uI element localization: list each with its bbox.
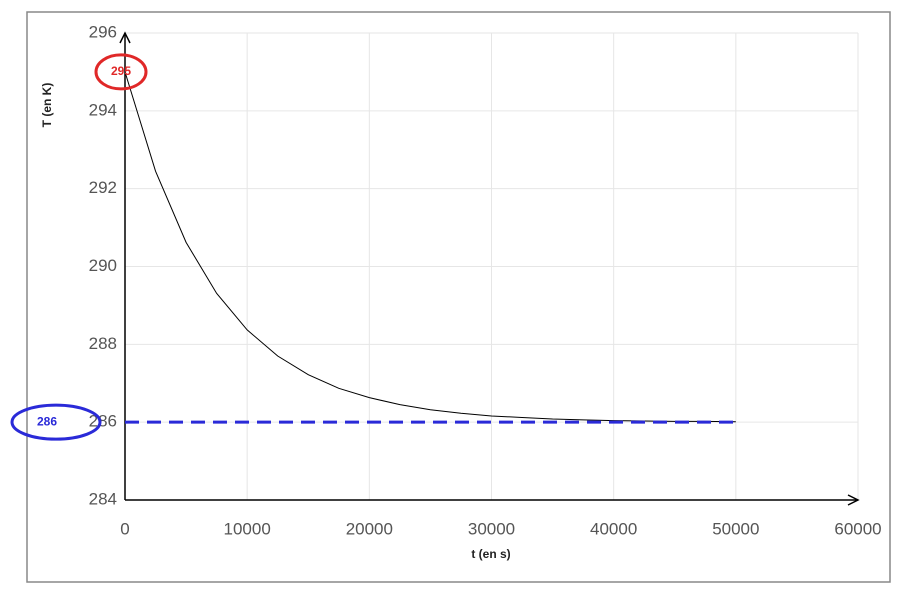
annotation-ellipse (10, 403, 102, 441)
chart-frame (26, 11, 891, 583)
y-tick-label: 292 (89, 178, 117, 197)
x-tick-label: 0 (120, 519, 129, 538)
y-axis-arrow (119, 31, 131, 44)
x-tick-label: 60000 (834, 519, 881, 538)
x-tick-label: 40000 (590, 519, 637, 538)
annotation-label: 286 (37, 414, 57, 428)
annotation-ellipse (94, 53, 148, 91)
x-tick-label: 10000 (224, 519, 271, 538)
y-tick-label: 284 (89, 489, 117, 508)
y-tick-label: 296 (89, 22, 117, 41)
x-tick-label: 50000 (712, 519, 759, 538)
y-tick-label: 288 (89, 334, 117, 353)
y-tick-label: 290 (89, 256, 117, 275)
x-axis-title: t (en s) (471, 547, 510, 561)
y-axis-title: T (en K) (40, 83, 54, 128)
y-tick-label: 294 (89, 100, 117, 119)
x-tick-label: 30000 (468, 519, 515, 538)
annotation-label: 295 (111, 64, 131, 78)
x-tick-label: 20000 (346, 519, 393, 538)
x-axis-arrow (847, 494, 860, 506)
